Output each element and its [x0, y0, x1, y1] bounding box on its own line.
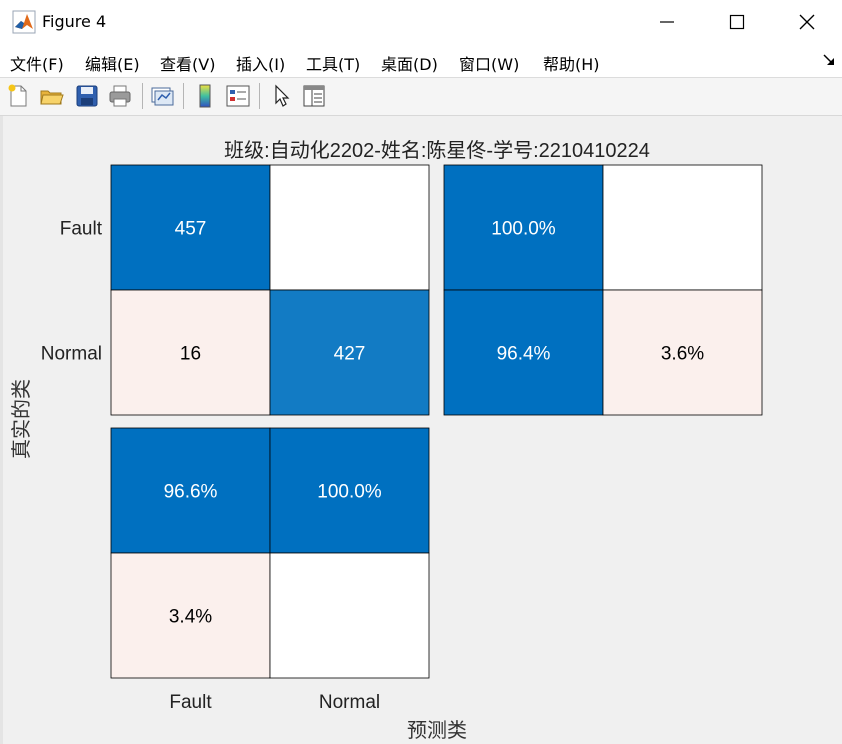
- maximize-icon: [729, 14, 745, 30]
- menu-view[interactable]: 查看(V): [160, 55, 216, 74]
- column-summary-cell-label: 3.4%: [169, 607, 212, 628]
- maximize-button[interactable]: [702, 0, 772, 44]
- minimize-icon: [660, 21, 674, 23]
- row-summary-cell: [602, 289, 763, 416]
- x-axis-label: 预测类: [407, 719, 467, 742]
- open-file-icon[interactable]: [38, 82, 66, 110]
- matrix-cell-label: 427: [334, 344, 366, 365]
- toolbar-separator: [142, 83, 143, 109]
- y-tick-label: Normal: [41, 344, 102, 365]
- column-summary-cell: [110, 427, 271, 554]
- link-plot-icon[interactable]: [148, 82, 176, 110]
- row-summary-cell: [602, 164, 763, 291]
- row-summary-cell-label: 96.4%: [497, 344, 551, 365]
- matrix-cell: [269, 164, 430, 291]
- matlab-logo-icon: [12, 10, 36, 34]
- minimize-button[interactable]: [632, 0, 702, 44]
- matrix-cell-label: 16: [180, 344, 201, 365]
- column-summary-cell-label: 100.0%: [317, 482, 382, 503]
- confusion-chart: 班级:自动化2202-姓名:陈星佟-学号:2210410224 预测类 真实的类…: [10, 139, 763, 742]
- column-summary-cell: [110, 552, 271, 679]
- menu-bar: 文件(F) 编辑(E) 查看(V) 插入(I) 工具(T) 桌面(D) 窗口(W…: [0, 44, 842, 78]
- x-tick-label: Fault: [169, 692, 212, 713]
- window-title: Figure 4: [42, 12, 107, 31]
- property-inspector-icon[interactable]: [300, 82, 328, 110]
- menu-insert[interactable]: 插入(I): [236, 55, 286, 74]
- new-figure-icon[interactable]: [4, 82, 32, 110]
- insert-colorbar-icon[interactable]: [191, 82, 219, 110]
- row-summary-cell: [443, 289, 604, 416]
- y-axis-label: 真实的类: [10, 379, 33, 459]
- dock-arrow-icon[interactable]: [822, 53, 836, 67]
- toolbar: [0, 78, 842, 116]
- x-tick-label: Normal: [319, 692, 380, 713]
- matrix-cell: [110, 164, 271, 291]
- menu-window[interactable]: 窗口(W): [459, 55, 520, 74]
- chart-title: 班级:自动化2202-姓名:陈星佟-学号:2210410224: [224, 139, 650, 162]
- insert-legend-icon[interactable]: [224, 82, 252, 110]
- y-tick-label: Fault: [60, 219, 103, 240]
- edit-plot-icon[interactable]: [268, 82, 296, 110]
- title-bar: Figure 4: [0, 0, 842, 44]
- toolbar-separator: [183, 83, 184, 109]
- column-summary-cell: [269, 427, 430, 554]
- print-icon[interactable]: [106, 82, 134, 110]
- matrix-cell: [110, 289, 271, 416]
- menu-file[interactable]: 文件(F): [10, 55, 64, 74]
- menu-help[interactable]: 帮助(H): [543, 55, 600, 74]
- close-button[interactable]: [772, 0, 842, 44]
- menu-tools[interactable]: 工具(T): [306, 55, 361, 74]
- menu-desktop[interactable]: 桌面(D): [381, 55, 438, 74]
- column-summary-cell-label: 96.6%: [164, 482, 218, 503]
- matrix-cell: [269, 289, 430, 416]
- figure-canvas: 班级:自动化2202-姓名:陈星佟-学号:2210410224 预测类 真实的类…: [0, 116, 842, 744]
- toolbar-separator: [259, 83, 260, 109]
- row-summary-cell-label: 100.0%: [491, 219, 556, 240]
- row-summary-cell-label: 3.6%: [661, 344, 704, 365]
- save-icon[interactable]: [73, 82, 101, 110]
- menu-edit[interactable]: 编辑(E): [85, 55, 140, 74]
- row-summary-cell: [443, 164, 604, 291]
- figure-border: [0, 116, 3, 744]
- close-icon: [799, 14, 815, 30]
- matrix-cell-label: 457: [175, 219, 207, 240]
- column-summary-cell: [269, 552, 430, 679]
